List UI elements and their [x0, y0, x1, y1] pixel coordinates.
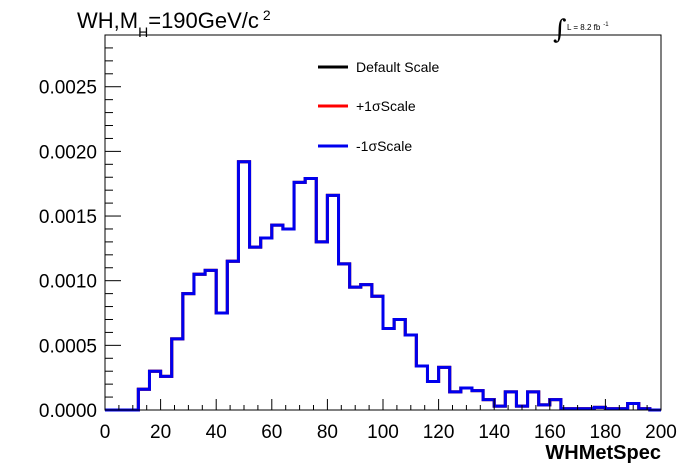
chart-title: WH,MH=190GeV/c 2 — [77, 7, 271, 40]
x-tick-label: 60 — [261, 422, 282, 443]
legend-label-default: Default Scale — [356, 59, 439, 75]
legend-label-minus1sigma: -1σScale — [356, 138, 412, 154]
series-layer — [105, 160, 661, 412]
y-tick-label: 0.0020 — [39, 142, 97, 163]
y-tick-label: 0.0010 — [39, 272, 97, 293]
title-prefix: WH,M — [77, 8, 138, 33]
legend-label-plus1sigma: +1σScale — [356, 98, 416, 114]
y-tick-label: 0.0015 — [39, 207, 97, 228]
x-axis: 0 20 40 60 80 100 120 140 160 180 200 — [100, 399, 677, 443]
x-tick-label: 140 — [478, 422, 510, 443]
x-tick-label: 0 — [100, 422, 111, 443]
legend: Default Scale +1σScale -1σScale — [318, 59, 439, 154]
integral-sign: ∫ — [553, 15, 567, 45]
y-tick-label: 0.0005 — [39, 336, 97, 357]
x-tick-label: 200 — [645, 422, 677, 443]
y-tick-label: 0.0000 — [39, 401, 97, 422]
series-minus1sigma-scale — [105, 160, 661, 412]
x-tick-label: 20 — [150, 422, 171, 443]
x-tick-label: 100 — [367, 422, 399, 443]
x-axis-title: WHMetSpec — [545, 442, 661, 464]
luminosity-value: L = 8.2 fb — [567, 23, 601, 32]
luminosity-text: L = 8.2 fb -1 — [567, 22, 609, 32]
x-tick-label: 40 — [206, 422, 227, 443]
y-axis: 0.0000 0.0005 0.0010 0.0015 0.0020 0.0025 — [39, 34, 121, 422]
title-suffix: =190GeV/c — [148, 8, 259, 33]
x-tick-label: 80 — [317, 422, 338, 443]
y-tick-label: 0.0025 — [39, 78, 97, 99]
x-tick-label: 160 — [534, 422, 566, 443]
x-tick-label: 120 — [423, 422, 455, 443]
luminosity-label: ∫ L = 8.2 fb -1 — [553, 15, 609, 45]
luminosity-exponent: -1 — [603, 22, 609, 28]
title-superscript: 2 — [263, 7, 271, 23]
title-subscript: H — [138, 24, 148, 40]
x-tick-label: 180 — [590, 422, 622, 443]
